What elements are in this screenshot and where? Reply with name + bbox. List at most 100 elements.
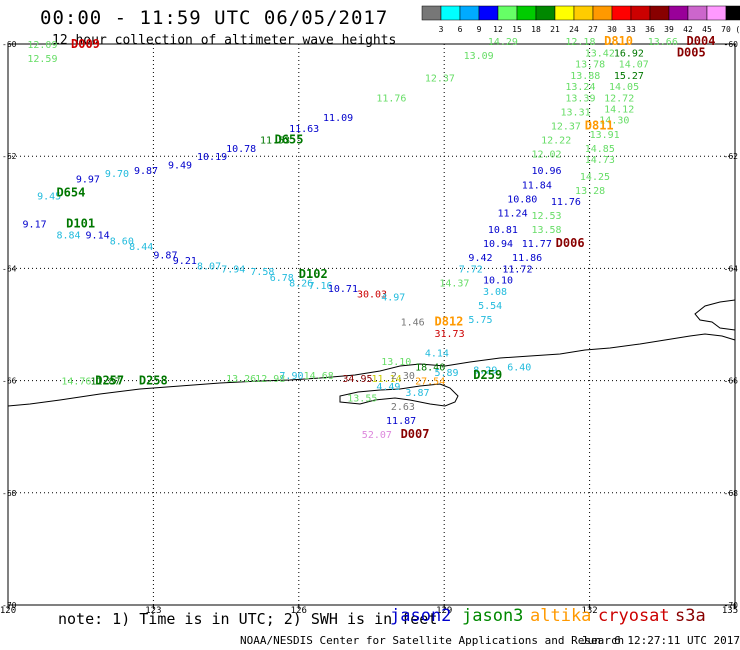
wave-height-label: 9.17 [23,220,47,231]
pass-id-label: D004 [687,34,716,48]
wave-height-label: 11.53 [260,135,290,146]
legend-bin-label: 3 [439,25,444,34]
x-tick-label: 120 [0,606,16,616]
x-tick-label: 129 [436,606,452,616]
wave-height-label: 14.73 [585,155,615,166]
wave-height-label: 13.31 [561,107,591,118]
pass-id-label: D257 [95,374,124,388]
wave-height-label: 11.87 [386,416,416,427]
pass-id-label: D102 [299,267,328,281]
wave-height-label: 9.21 [173,256,197,267]
wave-height-label: 14.30 [599,116,629,127]
pass-id-label: D005 [677,45,706,59]
wave-height-label: 10.71 [328,284,358,295]
pass-id-label: D258 [139,374,168,388]
wave-height-label: 4.97 [381,292,405,303]
pass-id-label: D810 [604,34,633,48]
wave-height-label: 15.27 [614,71,644,82]
legend-bin-label: 33 [626,25,636,34]
pass-id-label: D007 [401,427,430,441]
pass-id-label: D006 [556,236,585,250]
wave-height-label: 10.10 [483,276,513,287]
wave-height-label: 12.02 [531,149,561,160]
y-tick-label: -60 [2,40,17,49]
wave-height-label: 4.49 [376,382,400,393]
wave-height-label: 13.66 [648,37,678,48]
wave-height-label: 14.25 [580,172,610,183]
wave-height-label: 14.76 [61,377,91,388]
wave-height-label: 10.81 [488,225,518,236]
satellite-legend-altika: altika [530,606,592,626]
y-tick-label-right: -66 [724,377,739,386]
wave-height-label: 13.88 [570,71,600,82]
wave-height-label: 13.55 [347,393,377,404]
wave-height-label: 6.40 [507,363,531,374]
wave-height-label: 34.95 [342,374,372,385]
legend-bin-label: 36 [645,25,655,34]
x-tick-label: 126 [291,606,307,616]
wave-height-label: 7.90 [279,371,303,382]
wave-height-label: 13.58 [531,225,561,236]
wave-height-label: 11.77 [522,239,552,250]
satellite-legend-jason2: jason2 [390,606,452,626]
wave-height-label: 12.72 [604,93,634,104]
wave-height-label: 11.76 [551,197,581,208]
wave-height-label: 10.80 [507,194,537,205]
satellite-legend-jason3: jason3 [462,606,524,626]
legend-bin-label: 39 [664,25,674,34]
wave-height-label: 7.16 [308,281,332,292]
y-tick-label-right: -60 [724,40,739,49]
wave-height-label: 13.39 [565,93,595,104]
wave-height-label: 8.26 [289,278,313,289]
wave-height-label: 3.08 [483,287,507,298]
wave-height-label: 13.28 [575,186,605,197]
wave-height-label: 11.86 [512,253,542,264]
legend-bin-label: 15 [512,25,522,34]
wave-height-label: 11.87 [90,377,120,388]
y-tick-label: -62 [2,152,17,161]
wave-height-label: 9.70 [105,169,129,180]
wave-height-label: 7.58 [250,267,274,278]
wave-height-label: 9.49 [168,161,192,172]
wave-height-label: 30.03 [357,290,387,301]
legend-swatch [725,5,740,21]
wave-height-label: 31.73 [435,329,465,340]
y-tick-label-right: -64 [724,264,739,273]
legend-bin-label: 18 [531,25,541,34]
wave-height-label: 16.92 [614,48,644,59]
wave-height-label: 13.78 [575,60,605,71]
wave-height-label: 9.14 [86,231,110,242]
legend-bin-label: 27 [588,25,598,34]
wave-height-label: 13.91 [590,130,620,141]
antarctic-coastline [7,299,736,407]
wave-height-label: 7.94 [221,264,245,275]
wave-height-label: 13.10 [381,357,411,368]
wave-height-label: 11.14 [372,374,402,385]
wave-height-label: 10.94 [483,239,513,250]
wave-height-label: 11.24 [498,208,528,219]
wave-height-label: 8.07 [197,262,221,273]
footer-timestamp: Jun 6 12:27:11 UTC 2017 [581,634,740,647]
legend-unit-label: (ft) [735,25,740,34]
wave-height-label: 12.22 [541,135,571,146]
plot-frame [7,43,736,606]
wave-height-label: 6.78 [270,273,294,284]
pass-id-label: D654 [56,186,85,200]
pass-id-label: D655 [275,132,304,146]
wave-height-label: 9.87 [153,250,177,261]
wave-height-label: 8.84 [56,231,80,242]
wave-height-label: 14.12 [604,105,634,116]
pass-id-label: D101 [66,217,95,231]
wave-height-label: 5.54 [478,301,502,312]
wave-height-label: 12.37 [551,121,581,132]
wave-height-label: 1.46 [401,318,425,329]
wave-height-label: 13.26 [226,374,256,385]
x-tick-label: 135 [722,606,738,616]
wave-height-label: 12.53 [531,211,561,222]
wave-height-label: 3.87 [405,388,429,399]
wave-height-label: 12.37 [425,74,455,85]
y-tick-label: -68 [2,489,17,498]
wave-height-label: 13.42 [585,48,615,59]
wave-height-label: 52.07 [362,430,392,441]
wave-height-label: 13.24 [565,82,595,93]
